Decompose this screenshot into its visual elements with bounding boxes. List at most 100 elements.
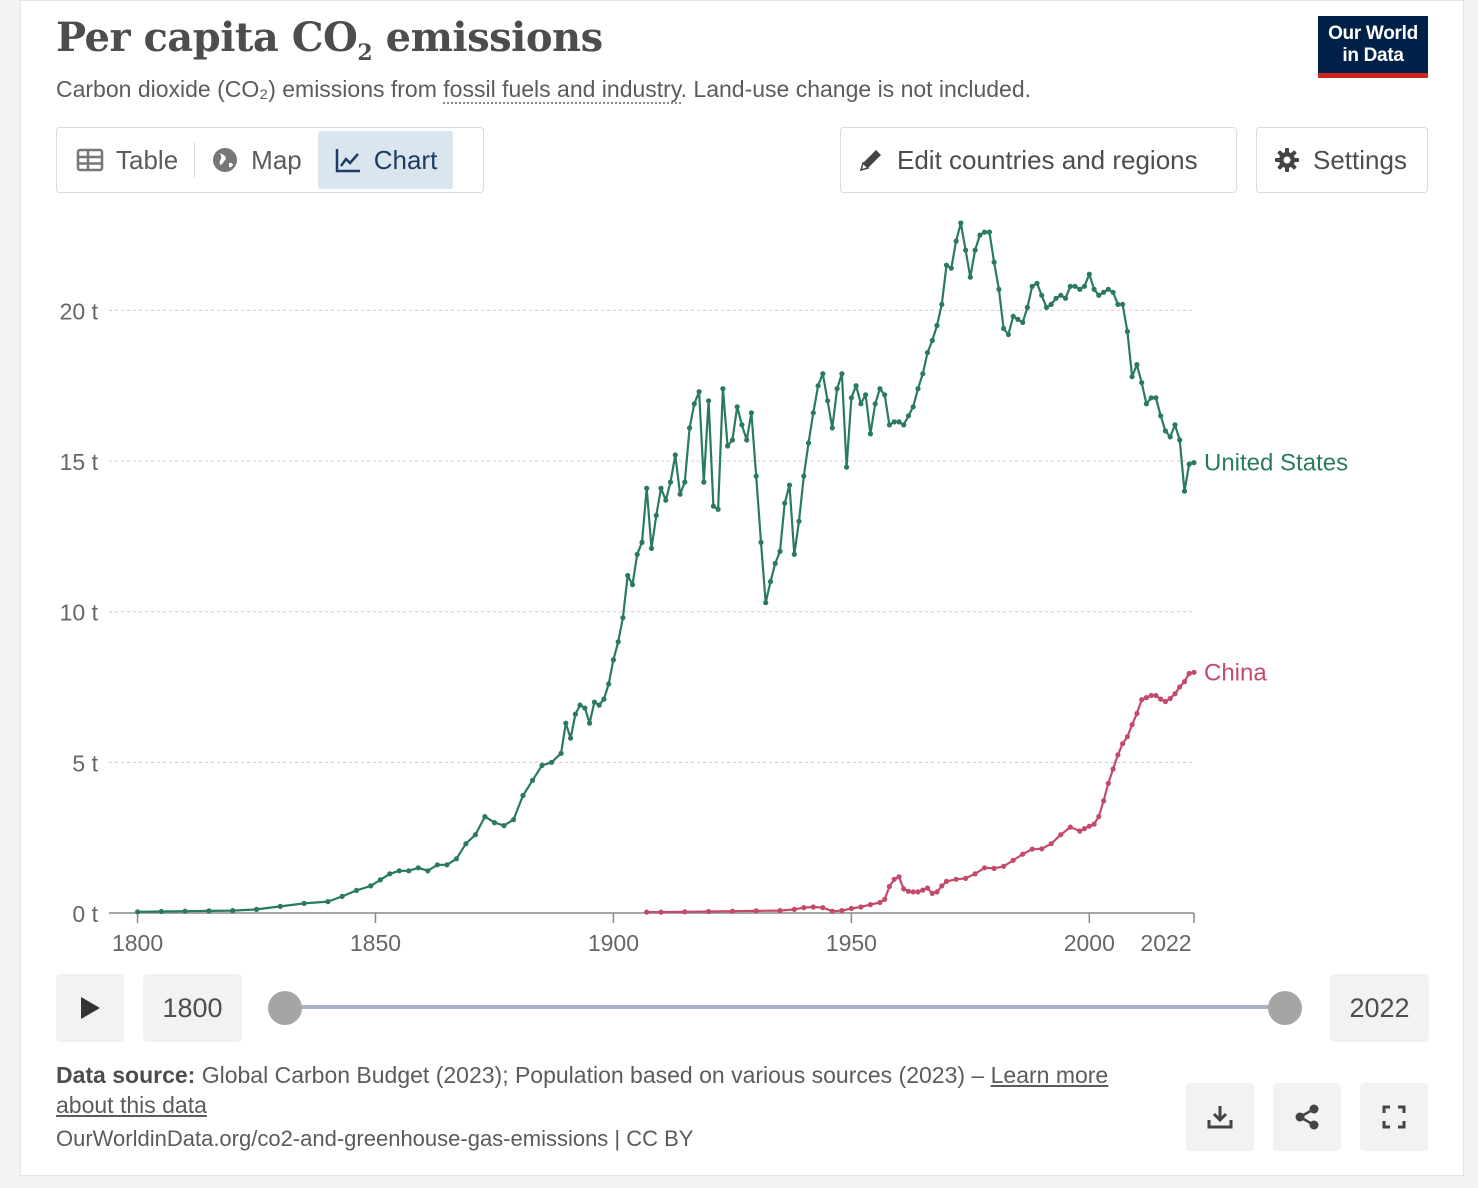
data-point	[972, 247, 978, 253]
fossil-fuels-link[interactable]: fossil fuels and industry	[443, 76, 681, 104]
data-point	[510, 817, 517, 823]
data-point	[891, 876, 897, 882]
timeline-start-year[interactable]: 1800	[143, 974, 242, 1042]
pencil-icon	[859, 150, 881, 172]
data-point	[610, 657, 617, 663]
data-point	[939, 301, 945, 307]
data-point	[934, 889, 940, 895]
data-point	[867, 431, 874, 437]
data-point	[206, 908, 212, 914]
data-point	[877, 899, 883, 906]
data-point	[706, 398, 712, 404]
y-tick-label: 0 t	[72, 901, 98, 927]
data-point	[834, 386, 840, 392]
data-point	[682, 909, 688, 915]
data-point	[625, 572, 631, 579]
data-point	[453, 856, 459, 862]
data-point	[1134, 710, 1140, 717]
fullscreen-icon	[1382, 1105, 1406, 1129]
data-point	[491, 820, 498, 826]
data-point	[1101, 289, 1107, 295]
data-point	[1148, 395, 1154, 401]
data-point	[1020, 319, 1026, 325]
data-point	[734, 404, 740, 410]
page-title: Per capita CO2 emissions	[56, 14, 603, 66]
y-tick-label: 10 t	[60, 600, 99, 626]
data-point	[1143, 401, 1149, 407]
data-point	[539, 762, 545, 769]
data-point	[691, 401, 697, 407]
data-source: Data source: Global Carbon Budget (2023)…	[56, 1062, 1109, 1118]
data-point	[939, 883, 945, 889]
data-point	[905, 888, 912, 894]
tab-divider	[194, 142, 196, 178]
data-point	[653, 512, 659, 518]
owid-logo[interactable]: Our World in Data	[1318, 16, 1428, 78]
data-point	[158, 908, 164, 915]
data-point	[1043, 304, 1050, 310]
data-point	[739, 422, 745, 428]
data-point	[844, 464, 850, 470]
data-point	[1153, 692, 1159, 699]
data-point	[744, 437, 750, 443]
data-point	[920, 887, 926, 893]
edit-countries-button[interactable]: Edit countries and regions	[840, 127, 1237, 193]
share-button[interactable]	[1273, 1083, 1341, 1151]
data-point	[520, 792, 526, 799]
data-point	[753, 473, 759, 479]
data-point	[1091, 821, 1097, 827]
data-point	[1181, 488, 1188, 494]
data-point	[1158, 413, 1164, 419]
play-icon	[81, 997, 100, 1019]
data-point	[786, 482, 793, 488]
learn-more-link[interactable]: Learn more about this data	[56, 1062, 1109, 1118]
data-point	[815, 383, 821, 389]
data-point	[820, 371, 826, 377]
timeline-track[interactable]	[286, 1005, 1286, 1009]
data-point	[1129, 722, 1135, 728]
data-point	[230, 908, 236, 914]
download-icon	[1207, 1106, 1233, 1129]
settings-button[interactable]: Settings	[1256, 127, 1428, 193]
data-point	[663, 497, 669, 503]
data-point	[805, 440, 812, 446]
data-point	[1110, 289, 1116, 295]
data-point	[1039, 292, 1045, 298]
fullscreen-button[interactable]	[1360, 1083, 1428, 1151]
tab-chart[interactable]: Chart	[317, 131, 454, 189]
download-button[interactable]	[1186, 1083, 1254, 1151]
data-point	[882, 392, 888, 398]
data-point	[1072, 283, 1078, 289]
data-point	[825, 398, 831, 404]
data-point	[963, 247, 969, 253]
data-point	[829, 908, 835, 914]
data-point	[924, 885, 931, 891]
data-point	[1015, 316, 1021, 322]
data-point	[958, 220, 964, 226]
line-chart-icon	[335, 149, 360, 173]
data-point	[682, 479, 688, 485]
y-tick-label: 20 t	[60, 298, 99, 324]
series-line	[137, 221, 1195, 913]
timeline-end-handle[interactable]	[1268, 991, 1302, 1025]
tab-table[interactable]: Table	[60, 131, 194, 189]
tab-map[interactable]: Map	[195, 131, 318, 189]
data-point	[325, 899, 331, 905]
data-point	[782, 500, 788, 506]
play-button[interactable]	[56, 974, 124, 1042]
data-point	[810, 410, 816, 416]
data-point	[910, 889, 916, 895]
x-tick-label: 1850	[350, 930, 401, 956]
data-point	[648, 545, 655, 552]
data-point	[758, 539, 764, 546]
data-point	[587, 720, 593, 726]
timeline-start-handle[interactable]	[268, 991, 302, 1025]
data-point	[1177, 684, 1183, 690]
data-point	[748, 410, 755, 416]
data-point	[901, 422, 907, 428]
data-point	[915, 889, 921, 895]
data-point	[706, 908, 712, 915]
timeline-end-year[interactable]: 2022	[1330, 974, 1429, 1042]
data-point	[1139, 697, 1145, 703]
